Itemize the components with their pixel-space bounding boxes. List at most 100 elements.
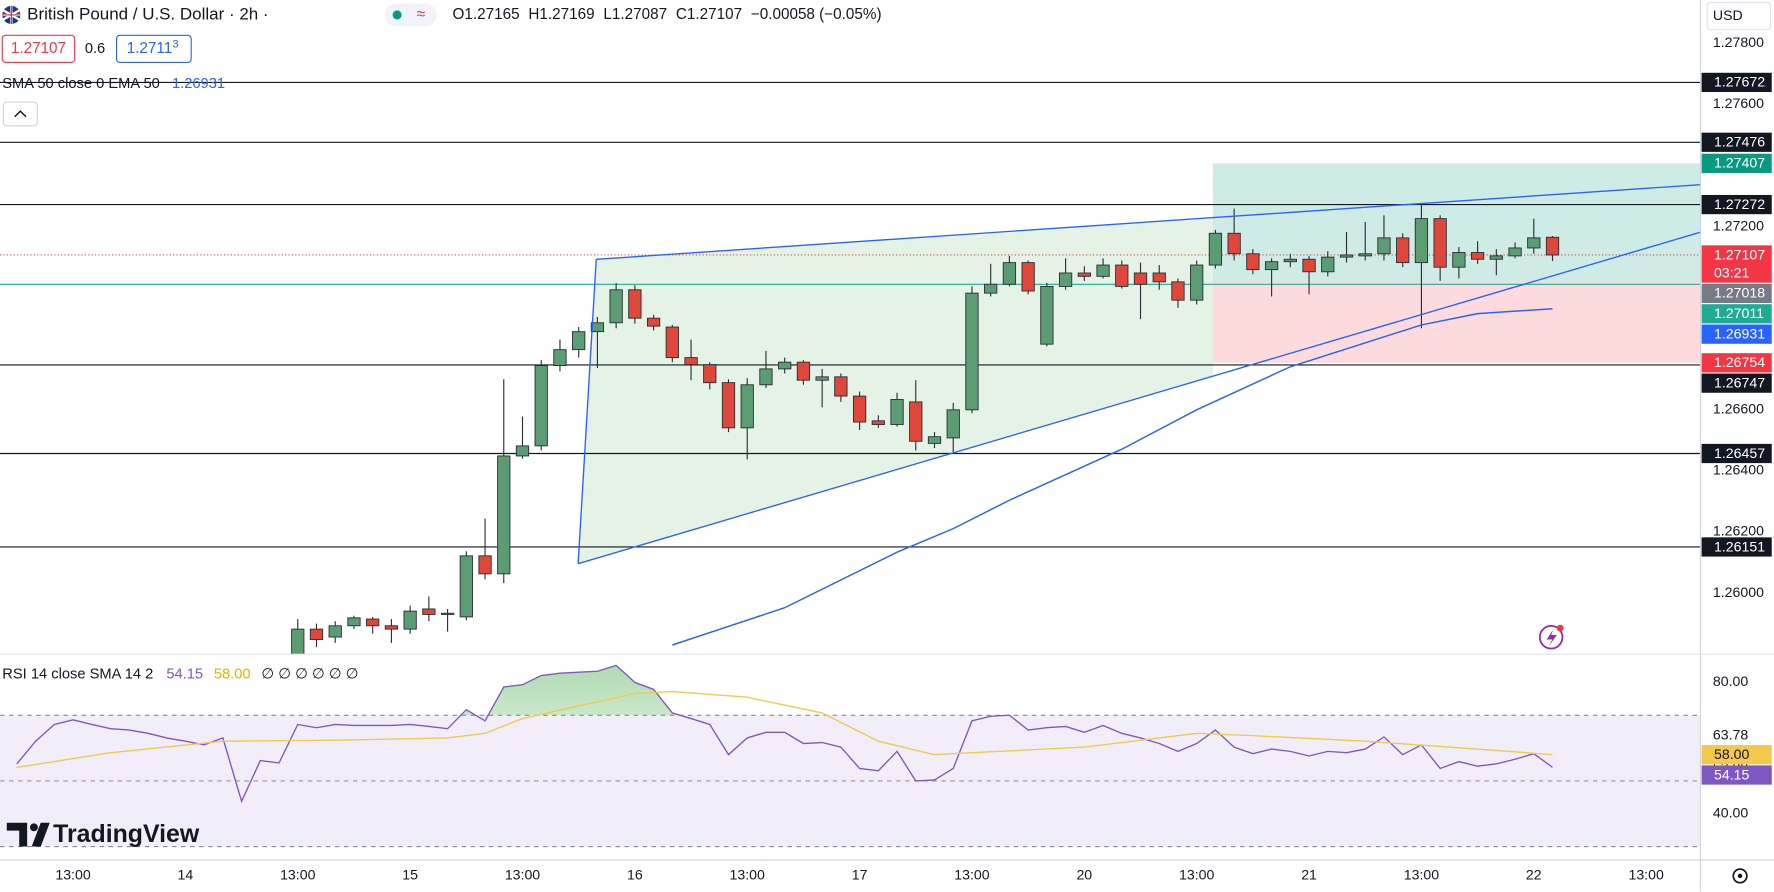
rsi-label: 54.15 — [1714, 766, 1749, 782]
settings-icon[interactable] — [1732, 868, 1748, 884]
logo-dot — [29, 823, 38, 832]
candle-body — [1470, 252, 1485, 260]
candle-body — [1002, 262, 1017, 285]
ohlc-label: O — [453, 6, 465, 23]
ohlc-value: 1.27169 — [539, 6, 594, 23]
candle-body — [721, 382, 736, 429]
wedge-fill — [578, 218, 1213, 564]
price-label: 1.26151 — [1714, 538, 1765, 554]
candle-body — [1377, 237, 1391, 255]
rsi-legend: RSI 14 close SMA 14 2 — [2, 666, 153, 682]
x-tick-label: 13:00 — [280, 867, 315, 883]
sell-button[interactable] — [1, 34, 76, 64]
currency: USD — [1713, 7, 1743, 23]
price-label: 1.26754 — [1714, 354, 1765, 370]
ohlc: O1.27165 H1.27169 L1.27087 C1.27107 −0.0… — [453, 6, 882, 23]
candle-body — [703, 364, 717, 384]
x-tick-label: 13:00 — [55, 867, 90, 883]
candle-body — [1077, 272, 1091, 277]
candle-body — [384, 625, 399, 630]
position-stop-zone — [1212, 282, 1701, 363]
candle-body — [291, 628, 305, 655]
x-tick-label: 14 — [178, 867, 194, 883]
buy-price: 1.27113 — [127, 38, 179, 57]
price-label-box — [1701, 373, 1772, 393]
alert-icon[interactable] — [1538, 624, 1564, 650]
candle-body — [834, 376, 848, 397]
x-tick-label: 13:00 — [954, 867, 989, 883]
status-pill[interactable] — [384, 3, 437, 27]
candle-body — [1433, 218, 1447, 268]
candle-body — [871, 420, 885, 425]
price-label-box — [1701, 72, 1772, 93]
x-tick-label: 13:00 — [1628, 867, 1663, 883]
y-tick-label: 1.26000 — [1713, 584, 1764, 600]
price-label-box — [1701, 443, 1772, 464]
ohlc-change: −0.00058 (−0.05%) — [751, 6, 882, 23]
candle-body — [478, 555, 492, 575]
alert-dot — [1556, 624, 1564, 632]
candle-body — [1283, 258, 1297, 263]
candle-body — [440, 612, 455, 615]
x-tick-label: 13:00 — [1404, 867, 1439, 883]
candle-body — [646, 317, 661, 327]
candle-body — [590, 322, 605, 333]
price-label-box — [1701, 353, 1772, 373]
candle-body — [534, 365, 548, 447]
rsi-label-box — [1701, 745, 1772, 765]
overlay-layer — [577, 183, 1701, 646]
x-tick-label: 21 — [1301, 867, 1317, 883]
rsi-legend-sma: 58.00 — [214, 666, 251, 682]
x-tick-label: 13:00 — [730, 867, 765, 883]
x-tick-label: 13:00 — [505, 867, 540, 883]
collapse-button[interactable] — [2, 101, 38, 127]
y-tick-label: 1.26600 — [1713, 401, 1764, 417]
wedge-edge — [577, 259, 597, 564]
candle-body — [965, 292, 979, 411]
ema-legend: SMA 50 close 0 EMA 50 — [2, 76, 160, 92]
buy-button[interactable] — [115, 34, 192, 64]
y-tick-label: 1.27800 — [1713, 34, 1764, 50]
price-label: 1.27011 — [1714, 305, 1764, 321]
price-label-box — [1701, 304, 1772, 324]
candle-body — [1414, 218, 1429, 264]
candle-body — [328, 625, 342, 638]
price-label: 1.26931 — [1714, 325, 1765, 341]
ohlc-label: C — [676, 6, 687, 23]
candle-body — [1264, 261, 1279, 271]
candle-body — [309, 628, 324, 640]
price-label-box — [1701, 132, 1772, 152]
candle-body — [1171, 281, 1185, 301]
candle-body — [665, 326, 679, 359]
rsi-tick-label: 40.00 — [1713, 805, 1748, 821]
back-layer — [1212, 163, 1701, 363]
x-tick-label: 20 — [1076, 867, 1092, 883]
y-tick-label: 1.26200 — [1713, 523, 1764, 539]
ema-legend-value: 1.26931 — [172, 76, 225, 92]
logo-mark — [6, 822, 50, 847]
candle-body — [984, 283, 998, 294]
candle-body — [684, 357, 698, 366]
candle-body — [1452, 252, 1466, 268]
settings-icon-core — [1737, 873, 1743, 879]
candle-body — [403, 610, 417, 630]
ohlc-label: H — [528, 6, 539, 23]
rsi-label: 58.00 — [1714, 746, 1749, 762]
y-tick-label: 1.26400 — [1713, 462, 1764, 478]
candle-body — [759, 368, 773, 386]
currency-button[interactable] — [1706, 1, 1772, 31]
ohlc-value: 1.27107 — [687, 6, 742, 23]
price-label-box — [1701, 283, 1772, 304]
candle-body — [1115, 264, 1129, 287]
candle-body — [852, 395, 867, 423]
rsi-label-box — [1701, 765, 1772, 785]
wedge-upper — [596, 183, 1701, 260]
candles-layer — [291, 203, 1560, 655]
alert-bolt — [1546, 629, 1557, 647]
collapse-icon — [14, 110, 27, 118]
candle-body — [497, 455, 511, 575]
symbol-title: British Pound / U.S. Dollar · 2h · — [27, 4, 268, 23]
price-label: 1.26457 — [1714, 445, 1765, 461]
candle-body — [628, 289, 642, 319]
